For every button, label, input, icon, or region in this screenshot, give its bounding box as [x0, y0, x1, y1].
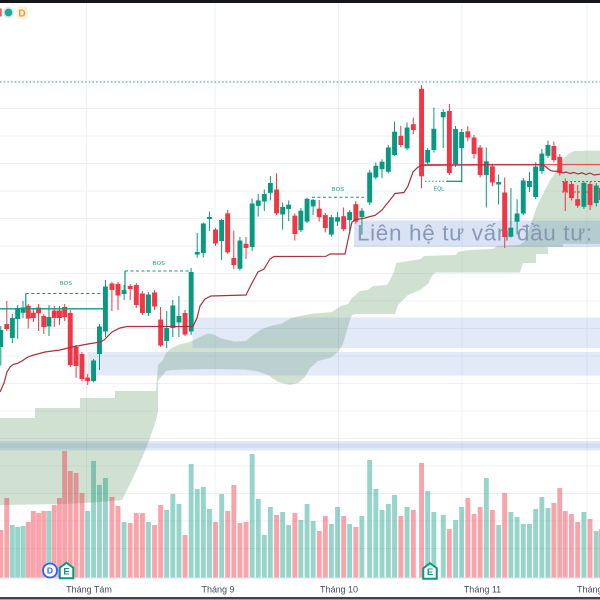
svg-text:E: E: [63, 567, 69, 578]
svg-text:Liên hệ tư vấn đầu tư:: Liên hệ tư vấn đầu tư:: [357, 221, 593, 246]
svg-text:EQL: EQL: [434, 187, 445, 193]
svg-text:Tháng 12: Tháng 12: [577, 585, 600, 595]
svg-text:E: E: [427, 567, 433, 578]
svg-text:BOS: BOS: [60, 281, 72, 287]
svg-text:Tháng 11: Tháng 11: [464, 585, 501, 595]
svg-text:Tháng 9: Tháng 9: [201, 585, 234, 595]
svg-text:D: D: [47, 566, 53, 576]
svg-text:BOS: BOS: [332, 187, 344, 193]
svg-text:Tháng 10: Tháng 10: [320, 585, 358, 595]
svg-text:D: D: [18, 9, 25, 20]
svg-text:Tháng Tám: Tháng Tám: [66, 585, 112, 595]
svg-text:BOS: BOS: [153, 261, 165, 267]
